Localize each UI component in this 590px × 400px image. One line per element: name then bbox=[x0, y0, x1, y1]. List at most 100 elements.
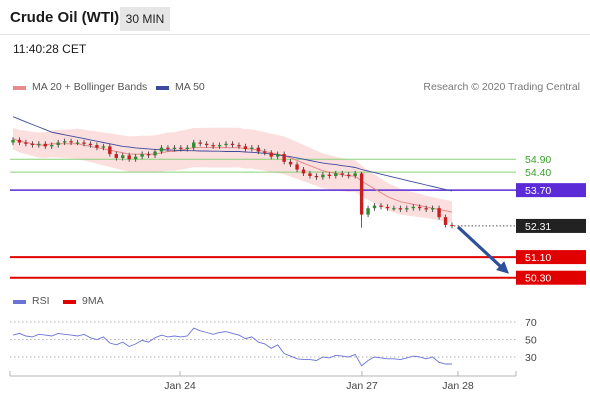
candle-body-1 bbox=[17, 139, 22, 143]
level-tag-50.30 bbox=[516, 270, 586, 285]
candle-body-18 bbox=[127, 155, 131, 160]
candle-body-49 bbox=[327, 174, 332, 176]
candle-body-7 bbox=[56, 142, 60, 146]
candle-body-26 bbox=[179, 147, 183, 149]
ma50-line bbox=[12, 116, 453, 192]
candle-body-56 bbox=[372, 205, 377, 209]
level-tag-53.70 bbox=[516, 183, 586, 198]
candle-body-51 bbox=[340, 173, 344, 175]
candle-body-38 bbox=[256, 147, 261, 152]
candle-body-46 bbox=[308, 173, 312, 176]
candle-body-57 bbox=[379, 205, 383, 207]
rsi-legend-swatch bbox=[13, 300, 26, 304]
candle-body-55 bbox=[366, 208, 370, 215]
candle-body-62 bbox=[411, 206, 415, 209]
candle-body-47 bbox=[314, 175, 319, 178]
candle-body-8 bbox=[62, 141, 67, 143]
candle-body-3 bbox=[30, 143, 35, 146]
candle-body-37 bbox=[250, 147, 254, 149]
candle-body-63 bbox=[418, 206, 422, 209]
candle-body-66 bbox=[437, 208, 441, 218]
rsi-level-label-50: 50 bbox=[525, 335, 537, 347]
level-label-50.30: 50.30 bbox=[525, 273, 551, 285]
candle-body-25 bbox=[172, 147, 177, 149]
candle-body-61 bbox=[405, 208, 409, 210]
candle-body-28 bbox=[192, 142, 196, 148]
bollinger-band bbox=[13, 127, 452, 223]
candle-body-29 bbox=[198, 142, 202, 144]
timestamp: 11:40:28 CET bbox=[13, 42, 87, 56]
candle-body-68 bbox=[450, 224, 454, 227]
forecast-arrow-head bbox=[496, 261, 509, 274]
candle-body-35 bbox=[237, 145, 241, 147]
candle-body-52 bbox=[347, 174, 351, 176]
candle-body-27 bbox=[185, 147, 190, 149]
candle-body-0 bbox=[11, 139, 15, 143]
candle-body-45 bbox=[301, 169, 306, 174]
candle-body-60 bbox=[398, 208, 403, 210]
level-label-53.70: 53.70 bbox=[525, 185, 551, 197]
rsi-level-label-30: 30 bbox=[525, 352, 537, 364]
candle-body-6 bbox=[50, 145, 54, 147]
candle-body-2 bbox=[24, 142, 28, 144]
candle-body-13 bbox=[95, 145, 99, 148]
level-label-54.90: 54.90 bbox=[525, 154, 551, 166]
candle-body-11 bbox=[82, 142, 86, 144]
candle-body-9 bbox=[69, 141, 73, 143]
candle-body-58 bbox=[385, 206, 390, 209]
candle-body-30 bbox=[204, 143, 209, 146]
candle-body-24 bbox=[166, 147, 170, 149]
level-tag-51.10 bbox=[516, 250, 586, 265]
candle-body-34 bbox=[230, 143, 235, 146]
candle-body-48 bbox=[321, 174, 325, 178]
level-label-51.10: 51.10 bbox=[525, 252, 551, 264]
candle-body-64 bbox=[424, 208, 428, 210]
candle-body-10 bbox=[75, 142, 80, 144]
candle-body-17 bbox=[121, 155, 125, 158]
last-price-tag bbox=[516, 218, 586, 233]
ma20-legend-label: MA 20 + Bollinger Bands bbox=[32, 81, 148, 93]
instrument-title: Crude Oil (WTI) bbox=[10, 9, 120, 26]
candle-body-40 bbox=[269, 152, 273, 157]
ma20-legend-swatch bbox=[13, 86, 26, 90]
candle-body-5 bbox=[43, 143, 47, 147]
candle-body-59 bbox=[392, 208, 396, 210]
level-label-54.40: 54.40 bbox=[525, 167, 551, 179]
x-axis-label-1: Jan 27 bbox=[346, 380, 378, 392]
candle-body-32 bbox=[217, 145, 222, 147]
candle-body-44 bbox=[295, 164, 299, 170]
x-axis-label-2: Jan 28 bbox=[442, 380, 474, 392]
last-price-label: 52.31 bbox=[525, 221, 551, 233]
candle-body-36 bbox=[243, 146, 248, 149]
candle-body-33 bbox=[224, 143, 228, 146]
candle-body-67 bbox=[443, 217, 448, 225]
candle-body-19 bbox=[133, 156, 138, 160]
candle-body-4 bbox=[37, 143, 41, 146]
ma50-legend-label: MA 50 bbox=[175, 81, 205, 93]
x-axis-label-0: Jan 24 bbox=[164, 380, 196, 392]
timeframe-button[interactable]: 30 MIN bbox=[120, 7, 170, 31]
ma9-legend-swatch bbox=[63, 300, 76, 304]
candle-body-50 bbox=[334, 173, 338, 176]
rsi-level-label-70: 70 bbox=[525, 317, 537, 329]
rsi-line bbox=[12, 327, 452, 367]
candle-body-23 bbox=[159, 147, 164, 152]
candle-body-53 bbox=[353, 173, 357, 176]
research-credit: Research © 2020 Trading Central bbox=[423, 81, 580, 93]
candle-body-39 bbox=[263, 151, 267, 153]
candle-body-54 bbox=[359, 173, 364, 215]
header-divider bbox=[0, 34, 590, 35]
candle-body-42 bbox=[282, 154, 286, 162]
ma9-legend-label: 9MA bbox=[82, 295, 104, 307]
ma50-legend-swatch bbox=[156, 86, 169, 90]
candle-body-14 bbox=[101, 146, 106, 148]
rsi-legend-label: RSI bbox=[32, 295, 50, 307]
candle-body-15 bbox=[108, 146, 112, 155]
candle-body-31 bbox=[211, 145, 215, 147]
candle-body-43 bbox=[288, 161, 293, 165]
candle-body-22 bbox=[153, 151, 157, 156]
candle-body-65 bbox=[430, 208, 435, 210]
candle-body-21 bbox=[146, 154, 151, 156]
